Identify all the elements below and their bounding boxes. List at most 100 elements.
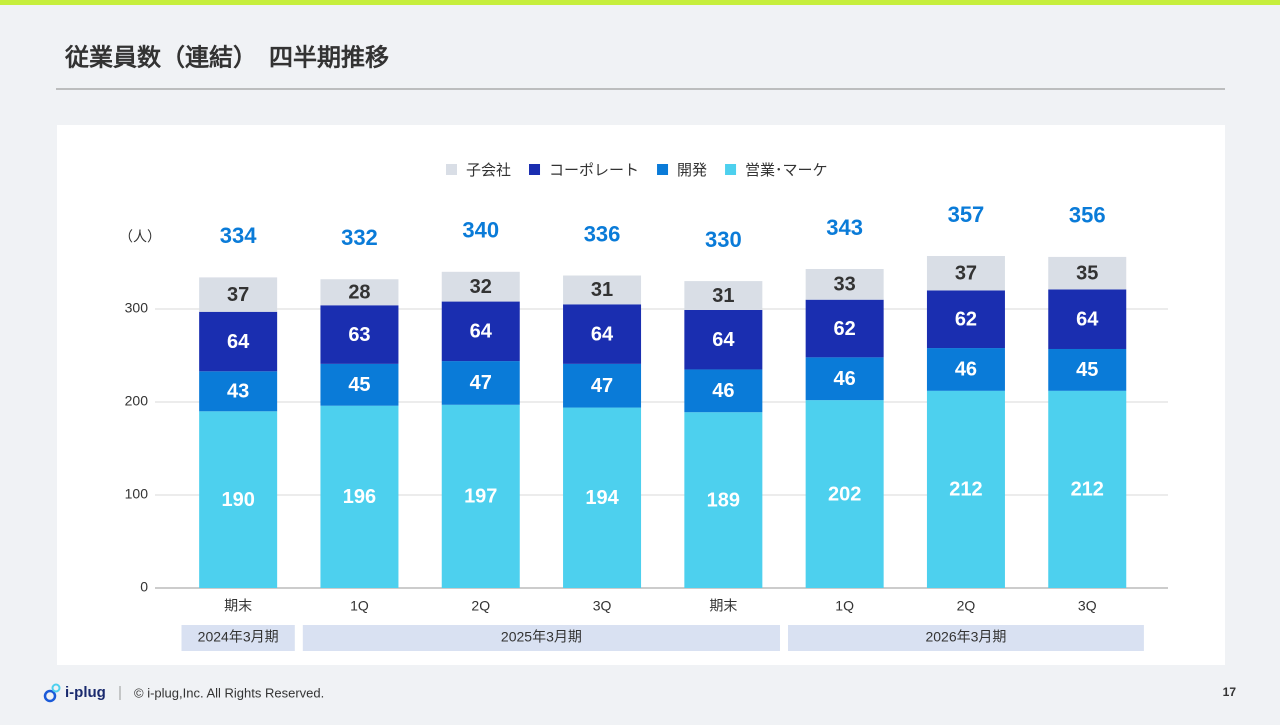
data-label: 62 — [834, 318, 856, 340]
slide-title: 従業員数（連結） 四半期推移 — [64, 43, 389, 71]
group-label: 2024年3月期 — [198, 629, 279, 645]
data-label: 196 — [343, 486, 376, 508]
bar-segment — [805, 269, 884, 300]
bar-segment — [320, 405, 399, 588]
copyright: © i-plug,Inc. All Rights Reserved. — [134, 685, 324, 700]
bar-segment — [199, 311, 278, 372]
data-label: 190 — [221, 489, 254, 511]
logo-icon — [51, 683, 61, 693]
data-label: 45 — [1076, 359, 1098, 381]
data-label: 197 — [464, 486, 497, 508]
x-tick-label: 1Q — [835, 598, 854, 614]
group-label: 2026年3月期 — [925, 629, 1006, 645]
bar-segment — [320, 305, 399, 364]
data-label: 64 — [712, 329, 735, 351]
data-label: 33 — [834, 274, 856, 296]
legend-swatch — [529, 164, 541, 175]
bar-segment — [563, 275, 642, 305]
bar-segment — [320, 363, 399, 406]
bar-segment — [684, 281, 763, 310]
data-label: 47 — [470, 372, 492, 394]
data-label: 31 — [712, 285, 734, 307]
bar-segment — [684, 369, 763, 413]
bar-segment — [441, 271, 520, 302]
x-tick-label: 2Q — [957, 598, 976, 614]
bar-segment — [441, 404, 520, 588]
data-label: 35 — [1076, 262, 1098, 284]
logo: i-plug — [43, 683, 106, 703]
bar-segment — [926, 290, 1005, 349]
data-label: 212 — [949, 479, 982, 501]
data-label: 46 — [712, 380, 734, 402]
total-label: 356 — [1069, 203, 1106, 228]
group-label: 2025年3月期 — [501, 629, 582, 645]
bar-segment — [805, 400, 884, 588]
legend-label: 子会社 — [466, 162, 511, 179]
x-tick-label: 期末 — [709, 598, 737, 614]
bar-segment — [1048, 289, 1127, 349]
total-label: 343 — [826, 215, 863, 240]
bar-segment — [926, 255, 1005, 291]
bar-segment — [805, 299, 884, 358]
page-number: 17 — [1223, 685, 1237, 699]
data-label: 64 — [470, 321, 493, 343]
bar-segment — [684, 412, 763, 588]
bar-segment — [199, 411, 278, 588]
bar-segment — [320, 279, 399, 306]
bar-segment — [1048, 390, 1127, 588]
bar-segment — [563, 363, 642, 408]
group-box — [302, 625, 780, 651]
bar-segment — [199, 371, 278, 412]
x-tick-label: 2Q — [471, 598, 490, 614]
y-tick-label: 100 — [125, 486, 149, 502]
total-label: 334 — [220, 223, 257, 248]
data-label: 28 — [348, 282, 370, 304]
legend-label: 開発 — [677, 162, 707, 179]
bar-segment — [926, 390, 1005, 588]
bar-segment — [441, 361, 520, 405]
y-axis-label: （人） — [119, 229, 161, 245]
data-label: 212 — [1071, 479, 1104, 501]
bar-segment — [684, 309, 763, 370]
y-tick-label: 300 — [125, 300, 149, 316]
data-label: 194 — [585, 487, 619, 509]
bar-segment — [199, 277, 278, 312]
brand: i-plug — [65, 684, 106, 701]
data-label: 189 — [707, 489, 740, 511]
data-label: 64 — [1076, 309, 1099, 331]
y-tick-label: 0 — [140, 579, 148, 595]
data-label: 63 — [348, 324, 370, 346]
bar-segment — [805, 357, 884, 401]
legend-label: コーポレート — [549, 162, 639, 179]
bar-segment — [1048, 256, 1127, 290]
y-tick-label: 200 — [125, 393, 149, 409]
total-label: 357 — [948, 202, 985, 227]
total-label: 336 — [584, 221, 621, 246]
data-label: 45 — [348, 374, 370, 396]
data-label: 31 — [591, 279, 613, 301]
data-label: 32 — [470, 276, 492, 298]
legend-label: 営業･マーケ — [745, 162, 828, 179]
total-label: 332 — [341, 225, 378, 250]
x-tick-label: 3Q — [593, 598, 612, 614]
data-label: 64 — [591, 323, 614, 345]
group-box — [788, 625, 1144, 651]
bar-segment — [1048, 348, 1127, 391]
legend-swatch — [725, 164, 737, 175]
data-label: 37 — [955, 262, 977, 284]
legend-swatch — [657, 164, 669, 175]
data-label: 43 — [227, 381, 249, 403]
top-stripe — [0, 0, 1280, 5]
logo-icon — [43, 689, 57, 703]
x-tick-label: 期末 — [224, 598, 252, 614]
data-label: 64 — [227, 331, 250, 353]
data-label: 46 — [955, 359, 977, 381]
total-label: 330 — [705, 227, 742, 252]
bar-segment — [926, 348, 1005, 391]
x-tick-label: 3Q — [1078, 598, 1097, 614]
bar-segment — [563, 304, 642, 364]
data-label: 46 — [834, 368, 856, 390]
bar-segment — [563, 407, 642, 588]
